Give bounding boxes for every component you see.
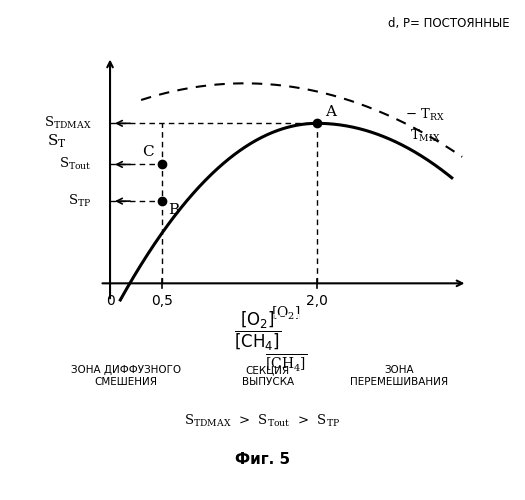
Text: d, P= ПОСТОЯННЫЕ: d, P= ПОСТОЯННЫЕ bbox=[387, 18, 509, 30]
Text: $\mathregular{S_{TDMAX}}$: $\mathregular{S_{TDMAX}}$ bbox=[44, 116, 91, 132]
Text: $\mathregular{[O_2]}$: $\mathregular{[O_2]}$ bbox=[271, 305, 301, 322]
Text: C: C bbox=[142, 145, 153, 159]
Text: $\mathregular{S_{TDMAX}}$  >  $\mathregular{S_{Tout}}$  >  $\mathregular{S_{TP}}: $\mathregular{S_{TDMAX}}$ > $\mathregula… bbox=[184, 412, 341, 428]
Text: ЗОНА
ПЕРЕМЕШИВАНИЯ: ЗОНА ПЕРЕМЕШИВАНИЯ bbox=[350, 365, 448, 386]
Text: $\dfrac{[\mathrm{O}_2]}{[\mathrm{CH}_4]}$: $\dfrac{[\mathrm{O}_2]}{[\mathrm{CH}_4]}… bbox=[234, 310, 281, 353]
Text: $\mathregular{S_{TP}}$: $\mathregular{S_{TP}}$ bbox=[68, 193, 91, 209]
Text: 0: 0 bbox=[106, 294, 114, 308]
Text: $\mathregular{[O_2]}$: $\mathregular{[O_2]}$ bbox=[271, 312, 301, 330]
Text: 2,0: 2,0 bbox=[306, 294, 328, 308]
Text: $\mathregular{S_T}$: $\mathregular{S_T}$ bbox=[47, 133, 67, 150]
Text: $-\ \mathregular{T_{RX}}$: $-\ \mathregular{T_{RX}}$ bbox=[405, 106, 445, 122]
Text: $\overline{\mathregular{[CH_4]}}$: $\overline{\mathregular{[CH_4]}}$ bbox=[265, 352, 307, 374]
Text: СЕКЦИЯ
ВЫПУСКА: СЕКЦИЯ ВЫПУСКА bbox=[242, 365, 294, 386]
Text: $\mathregular{S_{Tout}}$: $\mathregular{S_{Tout}}$ bbox=[59, 156, 91, 172]
Text: $\mathregular{T_{MIX}}$: $\mathregular{T_{MIX}}$ bbox=[411, 128, 441, 144]
Text: A: A bbox=[326, 105, 337, 119]
Text: ЗОНА ДИФФУЗНОГО
СМЕШЕНИЯ: ЗОНА ДИФФУЗНОГО СМЕШЕНИЯ bbox=[71, 365, 181, 386]
Text: 0,5: 0,5 bbox=[151, 294, 173, 308]
Text: Фиг. 5: Фиг. 5 bbox=[235, 452, 290, 468]
Text: B: B bbox=[168, 204, 179, 218]
